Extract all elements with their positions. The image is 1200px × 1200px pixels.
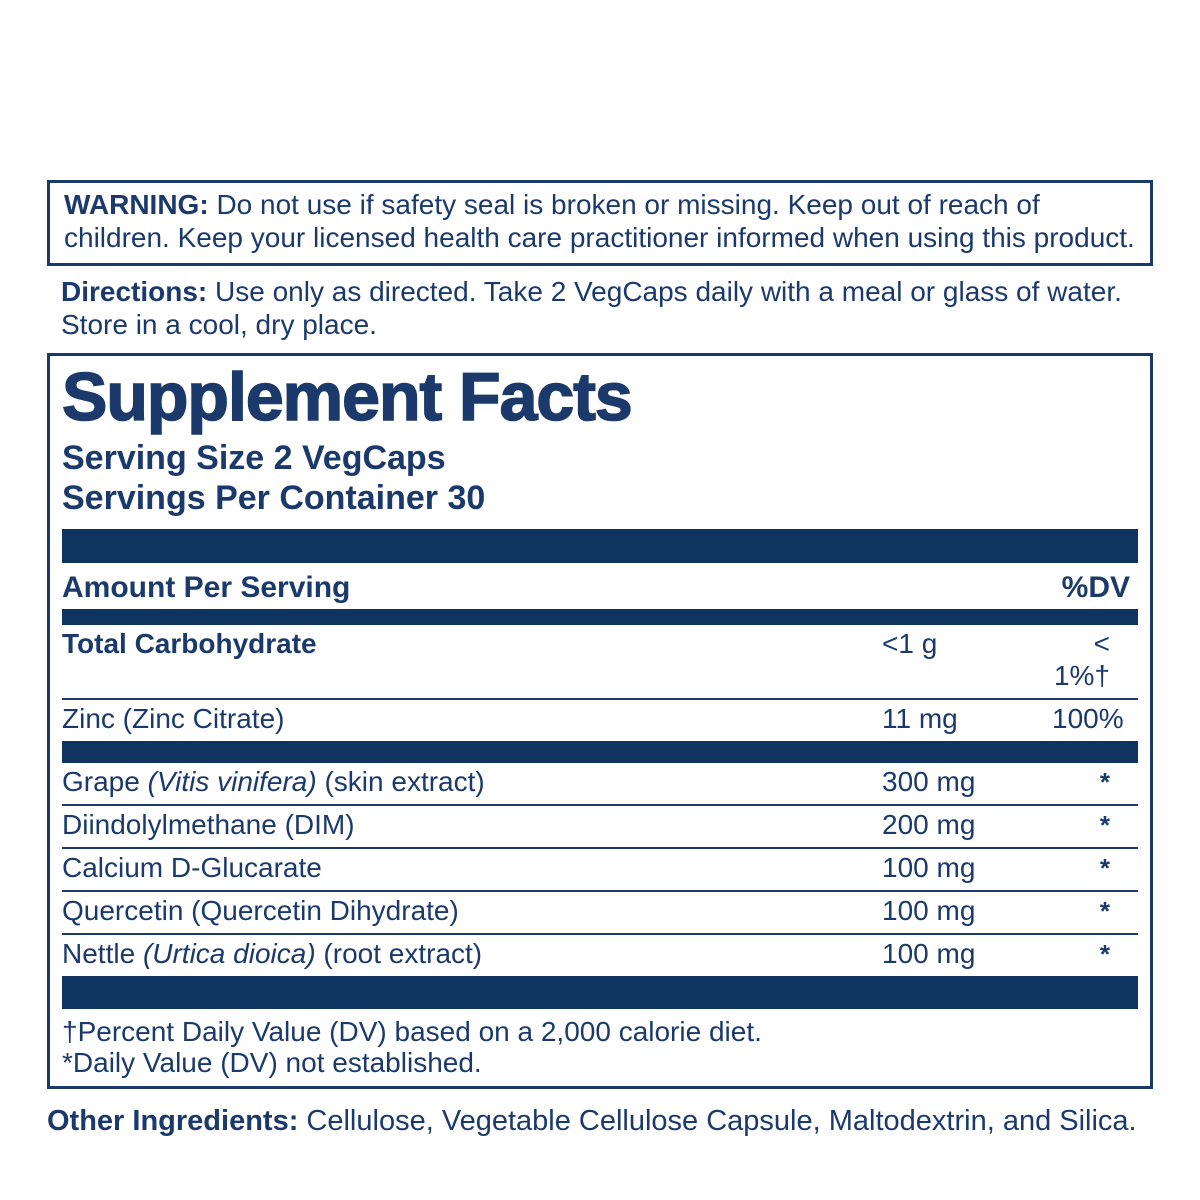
ingredient-amount: 300 mg — [882, 766, 976, 797]
ingredient-name-pre: Diindolylmethane (DIM) — [62, 809, 355, 840]
warning-label: WARNING: — [64, 189, 209, 220]
ingredient-amount: 100 mg — [882, 852, 976, 883]
row-zinc: Zinc (Zinc Citrate) 11 mg 100% — [62, 698, 1138, 741]
divider-bar-top — [62, 529, 1138, 563]
ingredient-name: Nettle (Urtica dioica) (root extract) — [62, 938, 882, 970]
divider-bar-header — [62, 609, 1138, 625]
nutrient-name: Total Carbohydrate — [62, 628, 317, 659]
row-nettle: Nettle (Urtica dioica) (root extract) 10… — [62, 933, 1138, 976]
row-diindolylmethane: Diindolylmethane (DIM) 200 mg * — [62, 804, 1138, 847]
nutrient-amount: <1 g — [882, 628, 938, 659]
nutrient-dv: < 1%† — [1053, 628, 1110, 691]
ingredient-dv: * — [1099, 896, 1110, 926]
amount-per-serving-header: Amount Per Serving — [62, 571, 351, 604]
other-ingredients: Other Ingredients: Cellulose, Vegetable … — [47, 1105, 1153, 1138]
directions-body: Use only as directed. Take 2 VegCaps dai… — [61, 276, 1122, 340]
nutrient-dv: 100% — [1052, 703, 1124, 734]
ingredient-name: Calcium D-Glucarate — [62, 852, 882, 884]
warning-box: WARNING: Do not use if safety seal is br… — [47, 180, 1153, 266]
ingredient-name-post: (skin extract) — [316, 766, 485, 797]
ingredient-dv: * — [1099, 810, 1110, 840]
ingredient-latin-name: (Vitis vinifera) — [147, 766, 317, 797]
footnote-asterisk: *Daily Value (DV) not established. — [62, 1047, 482, 1078]
row-calcium-d-glucarate: Calcium D-Glucarate 100 mg * — [62, 847, 1138, 890]
footnotes: †Percent Daily Value (DV) based on a 2,0… — [62, 1016, 1138, 1078]
ingredient-name: Grape (Vitis vinifera) (skin extract) — [62, 766, 882, 798]
other-ingredients-label: Other Ingredients: — [47, 1105, 299, 1137]
ingredient-latin-name: (Urtica dioica) — [142, 938, 316, 969]
ingredient-name-pre: Quercetin (Quercetin Dihydrate) — [62, 895, 459, 926]
ingredient-name: Diindolylmethane (DIM) — [62, 809, 882, 841]
serving-size: Serving Size 2 VegCaps — [62, 439, 446, 477]
ingredient-name: Quercetin (Quercetin Dihydrate) — [62, 895, 882, 927]
row-quercetin: Quercetin (Quercetin Dihydrate) 100 mg * — [62, 890, 1138, 933]
divider-bar-middle — [62, 741, 1138, 763]
ingredient-amount: 200 mg — [882, 809, 976, 840]
warning-text: WARNING: Do not use if safety seal is br… — [64, 188, 1136, 254]
ingredient-dv: * — [1099, 767, 1110, 797]
label-content: WARNING: Do not use if safety seal is br… — [47, 180, 1153, 1138]
ingredient-dv: * — [1099, 939, 1110, 969]
supplement-facts-panel: Supplement Facts Serving Size 2 VegCaps … — [47, 353, 1153, 1089]
row-total-carbohydrate: Total Carbohydrate <1 g < 1%† — [62, 625, 1138, 698]
nutrient-name: Zinc (Zinc Citrate) — [62, 703, 285, 734]
ingredient-amount: 100 mg — [882, 895, 976, 926]
ingredient-dv: * — [1099, 853, 1110, 883]
ingredient-name-pre: Calcium D-Glucarate — [62, 852, 322, 883]
ingredient-name-pre: Nettle — [62, 938, 143, 969]
supplement-facts-title: Supplement Facts — [61, 359, 633, 435]
nutrient-amount: 11 mg — [882, 703, 958, 734]
other-ingredients-body: Cellulose, Vegetable Cellulose Capsule, … — [306, 1105, 1137, 1137]
ingredient-name-pre: Grape — [62, 766, 148, 797]
servings-per-container: Servings Per Container 30 — [62, 479, 486, 517]
row-grape: Grape (Vitis vinifera) (skin extract) 30… — [62, 763, 1138, 804]
directions: Directions: Use only as directed. Take 2… — [47, 266, 1153, 341]
warning-body: Do not use if safety seal is broken or m… — [64, 189, 1135, 253]
ingredient-amount: 100 mg — [882, 938, 976, 969]
ingredient-name-post: (root extract) — [315, 938, 483, 969]
table-header-row: Amount Per Serving %DV — [62, 563, 1138, 609]
divider-bar-bottom — [62, 976, 1138, 1009]
footnote-dv: †Percent Daily Value (DV) based on a 2,0… — [62, 1016, 762, 1047]
dv-header: %DV — [1061, 571, 1130, 604]
directions-label: Directions: — [61, 276, 208, 307]
